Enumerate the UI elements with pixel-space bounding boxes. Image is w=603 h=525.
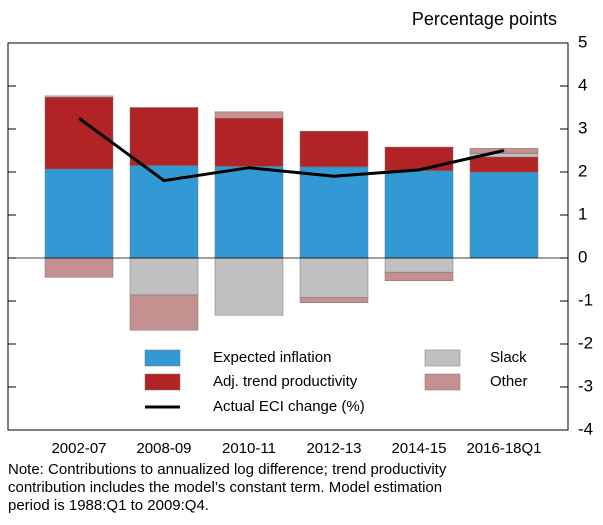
bar-segment xyxy=(44,95,114,98)
legend-label: Adj. trend productivity xyxy=(213,373,358,390)
bar-segment xyxy=(214,166,284,259)
bar-segment xyxy=(129,257,199,296)
note: period is 1988:Q1 to 2009:Q4. xyxy=(8,497,209,514)
bar-segment xyxy=(384,257,454,273)
y-tick-label: -3 xyxy=(578,376,593,395)
legend-label: Actual ECI change (%) xyxy=(213,398,365,415)
bar-segment xyxy=(129,294,199,331)
y-tick-label: -4 xyxy=(578,419,593,438)
bar-segment xyxy=(44,257,114,278)
note: Note: Contributions to annualized log di… xyxy=(8,461,447,478)
bar-segment xyxy=(384,170,454,259)
legend-swatch xyxy=(424,373,461,391)
legend-swatch xyxy=(144,373,181,391)
x-tick-label: 2016-18Q1 xyxy=(466,440,541,457)
bar-segment xyxy=(44,96,114,170)
bar-segment xyxy=(469,156,539,173)
bar-segment xyxy=(214,118,284,167)
y-tick-label: -2 xyxy=(578,333,593,352)
x-tick-label: 2008-09 xyxy=(136,440,191,457)
bar-segment xyxy=(299,130,369,168)
x-tick-label: 2012-13 xyxy=(306,440,361,457)
bar-segment xyxy=(384,146,454,171)
y-tick-label: 5 xyxy=(578,32,587,51)
y-tick-label: 0 xyxy=(578,247,587,266)
bar-segment xyxy=(299,257,369,298)
y-tick-label: 2 xyxy=(578,161,587,180)
y-axis-label: Percentage points xyxy=(412,9,557,29)
legend-swatch xyxy=(424,349,461,367)
legend-swatch xyxy=(144,349,181,367)
bar-segment xyxy=(384,271,454,282)
plot-frame xyxy=(7,42,569,431)
y-tick-label: 3 xyxy=(578,118,587,137)
bar-segment xyxy=(469,171,539,259)
line-series xyxy=(78,117,505,183)
y-tick-label: 1 xyxy=(578,204,587,223)
legend-label: Expected inflation xyxy=(213,349,331,366)
bar-segment xyxy=(129,107,199,166)
x-tick-label: 2010-11 xyxy=(222,440,276,457)
y-tick-label: -1 xyxy=(578,290,593,309)
bar-segment xyxy=(214,111,284,119)
bar-segment xyxy=(299,297,369,303)
x-tick-label: 2002-07 xyxy=(51,440,106,457)
bar-segment xyxy=(44,168,114,259)
x-tick-label: 2014-15 xyxy=(391,440,446,457)
note: contribution includes the model’s consta… xyxy=(8,479,442,496)
legend-label: Slack xyxy=(490,349,527,366)
bar-segment xyxy=(214,257,284,316)
legend-label: Other xyxy=(490,373,528,390)
y-tick-label: 4 xyxy=(578,75,587,94)
bar-segment xyxy=(299,166,369,259)
